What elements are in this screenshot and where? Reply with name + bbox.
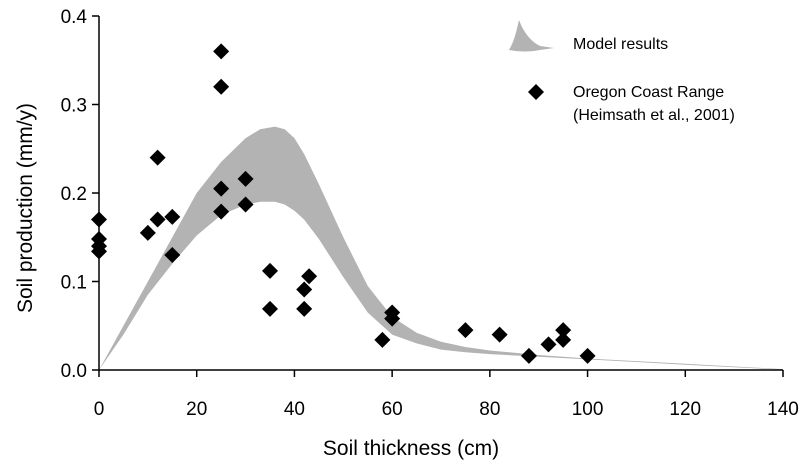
x-tick-label: 100 bbox=[572, 399, 604, 420]
data-point-diamond bbox=[555, 322, 572, 339]
data-point-diamond bbox=[149, 211, 166, 228]
x-tick-label: 20 bbox=[186, 399, 207, 420]
data-point-diamond bbox=[139, 224, 156, 241]
data-point-diamond bbox=[374, 331, 391, 348]
y-tick-label: 0.3 bbox=[61, 96, 87, 117]
legend: Model results Oregon Coast Range (Heimsa… bbox=[509, 20, 735, 124]
legend-label-oregon-line2: (Heimsath et al., 2001) bbox=[573, 107, 735, 124]
data-point-diamond bbox=[579, 347, 596, 364]
data-point-diamond bbox=[384, 310, 401, 327]
legend-band-swatch bbox=[509, 20, 554, 52]
data-point-diamond bbox=[491, 326, 508, 343]
data-point-diamond bbox=[237, 196, 254, 213]
x-tick-label: 40 bbox=[284, 399, 305, 420]
y-tick-label: 0.4 bbox=[61, 7, 88, 28]
data-point-diamond bbox=[164, 246, 181, 263]
legend-item-model-results: Model results bbox=[509, 20, 668, 53]
legend-diamond-swatch bbox=[528, 84, 544, 100]
data-point-diamond bbox=[262, 300, 278, 317]
data-point-diamond bbox=[213, 43, 230, 60]
model-results-band bbox=[99, 126, 783, 370]
x-tick-label: 120 bbox=[669, 399, 701, 420]
data-point-diamond bbox=[520, 347, 537, 364]
data-point-diamond bbox=[164, 208, 181, 225]
data-point-diamond bbox=[213, 180, 230, 197]
legend-label-oregon-line1: Oregon Coast Range bbox=[573, 84, 724, 101]
y-tick-label: 0.2 bbox=[61, 184, 87, 205]
data-point-diamond bbox=[213, 203, 230, 220]
legend-item-oregon-coast-range: Oregon Coast Range (Heimsath et al., 200… bbox=[528, 84, 735, 124]
data-point-diamond bbox=[301, 268, 318, 285]
plot-area bbox=[91, 43, 783, 370]
scatter-points bbox=[91, 43, 596, 364]
data-point-diamond bbox=[457, 322, 474, 339]
y-axis-title: Soil production (mm/y) bbox=[14, 103, 37, 313]
x-axis-title: Soil thickness (cm) bbox=[323, 437, 499, 460]
x-tick-label: 60 bbox=[382, 399, 403, 420]
y-ticks: 0.0 0.1 0.2 0.3 0.4 bbox=[61, 7, 99, 382]
data-point-diamond bbox=[296, 300, 313, 317]
data-point-diamond bbox=[262, 262, 278, 279]
y-tick-label: 0.1 bbox=[61, 273, 87, 294]
data-point-diamond bbox=[555, 331, 572, 348]
data-point-diamond bbox=[237, 170, 254, 187]
x-ticks: 0 20 40 60 80 100 120 140 bbox=[94, 370, 799, 420]
x-tick-label: 140 bbox=[767, 399, 799, 420]
data-point-diamond bbox=[296, 281, 313, 298]
y-tick-label: 0.0 bbox=[61, 361, 87, 382]
axes: 0 20 40 60 80 100 120 140 0.0 0.1 0.2 0.3 0.4 bbox=[61, 7, 799, 420]
data-point-diamond bbox=[149, 149, 166, 166]
x-tick-label: 0 bbox=[94, 399, 105, 420]
legend-label-model-results: Model results bbox=[573, 36, 668, 53]
x-tick-label: 80 bbox=[479, 399, 500, 420]
data-point-diamond bbox=[540, 336, 557, 353]
data-point-diamond bbox=[213, 78, 230, 95]
